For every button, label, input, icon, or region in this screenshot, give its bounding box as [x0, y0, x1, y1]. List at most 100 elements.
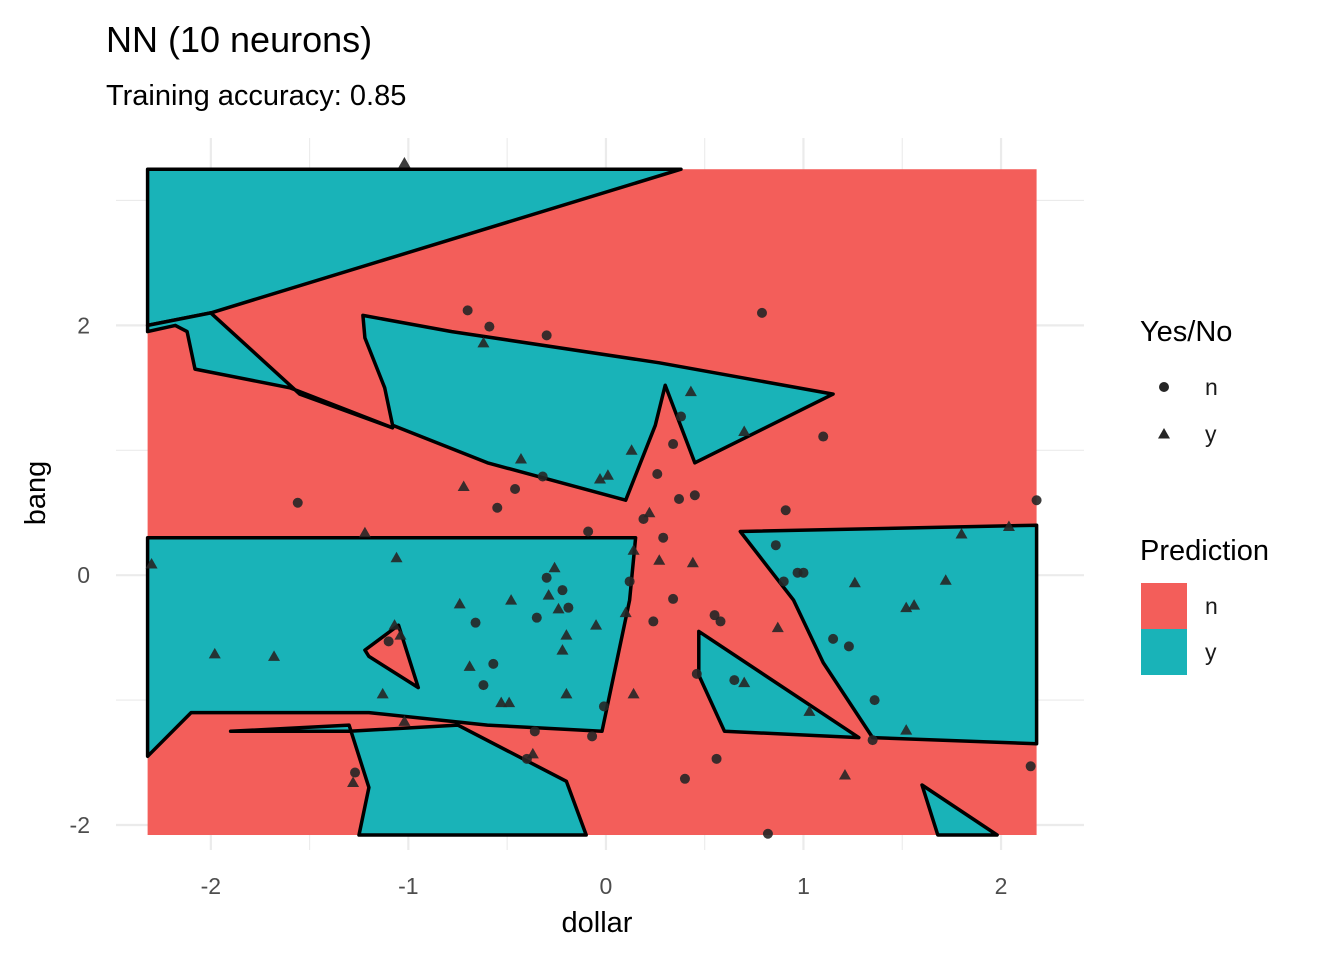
x-axis-title: dollar — [562, 907, 633, 939]
legend-title-shape: Yes/No — [1140, 316, 1232, 348]
prediction-region — [920, 783, 999, 837]
point-y — [1002, 520, 1015, 531]
x-tick-label: -2 — [201, 873, 221, 899]
point-n — [531, 612, 542, 623]
point-y — [556, 644, 569, 655]
chart-title: NN (10 neurons) — [106, 19, 372, 60]
point-n — [780, 505, 791, 516]
point-y — [939, 574, 952, 585]
point-n — [715, 616, 726, 627]
point-n — [843, 641, 854, 652]
point-y — [542, 589, 555, 600]
point-n — [756, 307, 767, 318]
point-y — [453, 597, 466, 609]
x-tick-label: 1 — [797, 873, 810, 899]
point-y — [625, 444, 638, 455]
point-n — [1025, 761, 1036, 772]
legend-key-fill — [1141, 629, 1187, 675]
point-y — [358, 526, 371, 538]
legend-key-fill — [1141, 583, 1187, 629]
legend-label: n — [1205, 374, 1218, 400]
point-n — [510, 484, 521, 495]
point-n — [350, 767, 361, 778]
point-y — [771, 621, 784, 633]
point-n — [711, 753, 722, 764]
point-n — [828, 633, 839, 644]
point-y — [955, 527, 968, 539]
point-n — [691, 668, 702, 679]
legend-label: n — [1205, 593, 1218, 619]
point-n — [668, 593, 679, 604]
point-n — [778, 576, 789, 587]
point-n — [729, 675, 740, 686]
point-y — [848, 576, 861, 588]
point-y — [738, 676, 751, 688]
point-n — [583, 526, 594, 537]
point-y — [803, 705, 816, 716]
legend-key-circle — [1159, 382, 1169, 392]
point-y — [619, 606, 632, 618]
point-y — [738, 425, 751, 437]
point-n — [563, 602, 574, 613]
point-y — [627, 687, 640, 699]
point-n — [557, 585, 568, 596]
point-n — [484, 321, 495, 332]
point-n — [818, 431, 829, 442]
point-y — [560, 687, 573, 699]
point-n — [867, 735, 878, 746]
point-y — [552, 602, 565, 614]
prediction-region — [361, 313, 835, 502]
point-n — [674, 493, 685, 504]
legend-label: y — [1205, 639, 1217, 665]
prediction-region — [697, 629, 861, 740]
point-n — [537, 471, 548, 482]
prediction-region — [228, 723, 588, 837]
y-tick-label: -2 — [70, 812, 90, 838]
point-n — [383, 636, 394, 647]
x-tick-label: 0 — [600, 873, 613, 899]
point-y — [908, 599, 921, 610]
point-y — [560, 629, 573, 640]
point-y — [388, 619, 401, 630]
point-y — [601, 469, 614, 480]
point-y — [684, 385, 697, 397]
point-n — [658, 532, 669, 543]
point-n — [587, 731, 598, 742]
prediction-regions — [145, 167, 1039, 837]
point-y — [495, 696, 508, 708]
point-y — [505, 594, 518, 605]
point-n — [492, 502, 503, 513]
point-n — [798, 567, 809, 578]
point-n — [675, 411, 686, 422]
data-points — [145, 156, 1042, 839]
legend-label: y — [1205, 421, 1217, 447]
point-n — [869, 695, 880, 706]
point-y — [594, 473, 606, 484]
point-n — [709, 610, 720, 621]
point-n — [652, 469, 663, 480]
point-y — [268, 650, 281, 661]
point-y — [526, 747, 539, 759]
y-axis-title: bang — [20, 461, 52, 526]
point-y — [457, 480, 470, 492]
y-tick-label: 2 — [77, 312, 90, 338]
legend-key-triangle — [1158, 428, 1170, 439]
point-y — [477, 336, 490, 348]
point-y — [390, 551, 403, 563]
point-n — [541, 330, 552, 341]
legend-title-fill: Prediction — [1140, 535, 1269, 567]
point-y — [627, 544, 640, 555]
point-n — [624, 576, 635, 587]
point-y — [514, 453, 527, 464]
point-n — [462, 305, 473, 316]
point-n — [488, 658, 499, 669]
point-y — [686, 556, 699, 568]
point-n — [470, 617, 481, 628]
point-y — [590, 619, 603, 630]
point-y — [463, 660, 476, 671]
point-n — [529, 726, 540, 737]
point-y — [838, 769, 851, 780]
point-y — [394, 629, 407, 640]
